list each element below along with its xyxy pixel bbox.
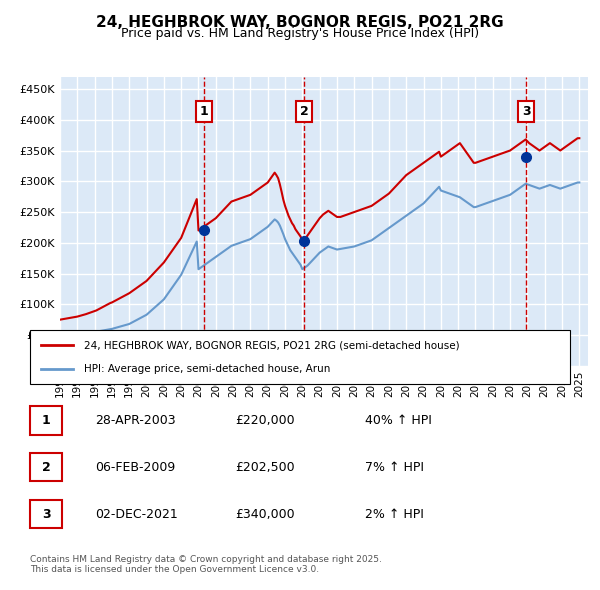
Text: 1: 1 [42,414,50,427]
Text: 24, HEGHBROK WAY, BOGNOR REGIS, PO21 2RG (semi-detached house): 24, HEGHBROK WAY, BOGNOR REGIS, PO21 2RG… [84,340,460,350]
Text: £340,000: £340,000 [235,507,295,520]
FancyBboxPatch shape [30,330,570,384]
Text: 24, HEGHBROK WAY, BOGNOR REGIS, PO21 2RG: 24, HEGHBROK WAY, BOGNOR REGIS, PO21 2RG [96,15,504,30]
Text: 02-DEC-2021: 02-DEC-2021 [95,507,178,520]
Text: £202,500: £202,500 [235,461,295,474]
Text: Price paid vs. HM Land Registry's House Price Index (HPI): Price paid vs. HM Land Registry's House … [121,27,479,40]
Text: 3: 3 [42,507,50,520]
FancyBboxPatch shape [30,453,62,481]
Text: 2: 2 [299,105,308,118]
Text: 28-APR-2003: 28-APR-2003 [95,414,175,427]
Text: 2: 2 [42,461,50,474]
FancyBboxPatch shape [30,407,62,435]
Text: 06-FEB-2009: 06-FEB-2009 [95,461,175,474]
Text: Contains HM Land Registry data © Crown copyright and database right 2025.
This d: Contains HM Land Registry data © Crown c… [30,555,382,574]
Text: HPI: Average price, semi-detached house, Arun: HPI: Average price, semi-detached house,… [84,363,331,373]
FancyBboxPatch shape [30,500,62,528]
Text: 40% ↑ HPI: 40% ↑ HPI [365,414,431,427]
Text: 7% ↑ HPI: 7% ↑ HPI [365,461,424,474]
Text: 1: 1 [200,105,209,118]
Text: £220,000: £220,000 [235,414,295,427]
Text: 2% ↑ HPI: 2% ↑ HPI [365,507,424,520]
Text: 3: 3 [522,105,530,118]
